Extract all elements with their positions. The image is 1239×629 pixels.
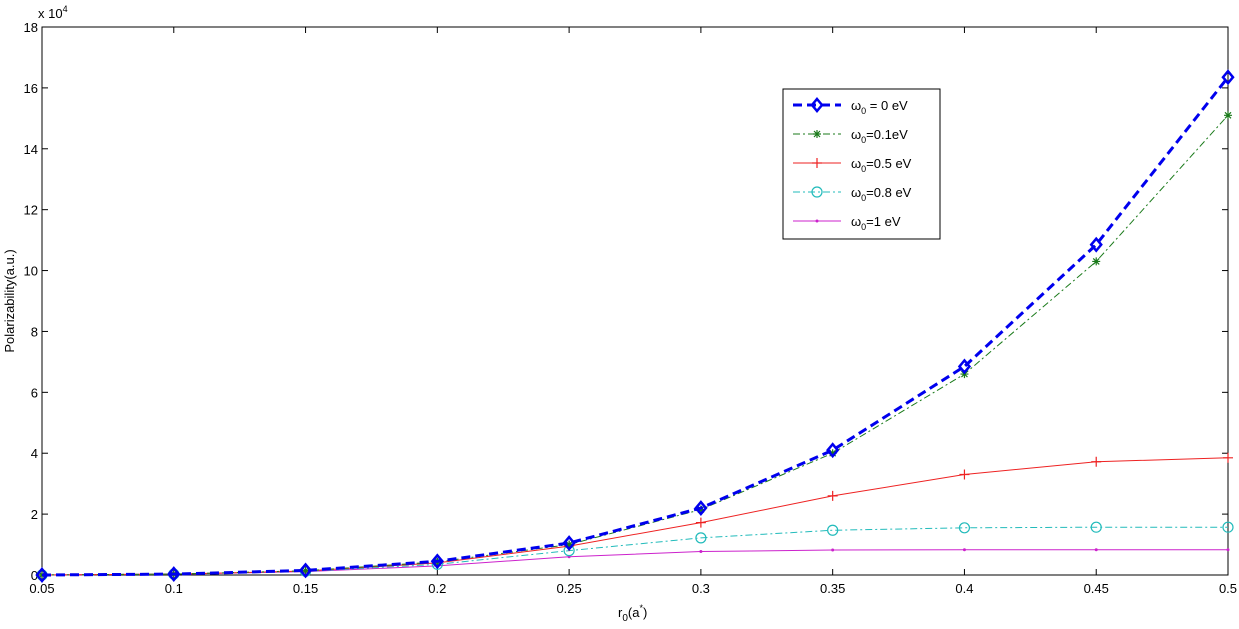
legend-item-2: ω0=0.5 eV: [793, 156, 912, 174]
data-point: [695, 532, 707, 544]
legend: ω0 = 0 eV ω0=0.1eV ω0=0.5 eV ω0=0.8 eV ω0=1 …: [782, 88, 941, 240]
x-tick-label: 0.35: [820, 581, 845, 596]
data-point: [827, 490, 838, 501]
legend-item-1: ω0=0.1eV: [793, 127, 908, 145]
y-tick-label: 4: [31, 446, 38, 461]
legend-marker: [811, 186, 823, 198]
x-tick-label: 0.4: [955, 581, 973, 596]
data-point: [1092, 257, 1101, 266]
y-axis-label: Polarizability(a.u.): [2, 249, 17, 352]
x-tick-label: 0.5: [1219, 581, 1237, 596]
legend-label: ω0 = 0 eV: [851, 98, 908, 116]
legend-label: ω0=0.5 eV: [851, 156, 912, 174]
data-point: [959, 469, 970, 480]
x-tick-label: 0.2: [428, 581, 446, 596]
series-line: [41, 76, 1230, 577]
data-point: [827, 524, 839, 536]
x-tick-label: 0.3: [692, 581, 710, 596]
data-point: [565, 540, 574, 549]
legend-label: ω0=0.8 eV: [851, 185, 912, 203]
series-0: [35, 69, 1235, 583]
series-layer: [35, 69, 1235, 583]
data-point: [958, 522, 971, 534]
data-point: [1094, 548, 1098, 552]
data-point: [957, 358, 972, 375]
x-tick-label: 0.05: [29, 581, 54, 596]
data-point: [1223, 452, 1233, 463]
y-tick-label: 8: [31, 324, 38, 339]
data-point: [298, 562, 313, 579]
data-point: [1226, 548, 1230, 552]
data-point: [562, 535, 576, 551]
data-point: [35, 567, 49, 583]
y-tick-label: 10: [24, 264, 38, 279]
legend-marker: [813, 130, 821, 138]
legend-marker: [815, 219, 819, 223]
data-point: [694, 500, 708, 516]
legend-item-0: ω0 = 0 eV: [793, 97, 908, 116]
y-tick-label: 14: [24, 142, 38, 157]
legend-marker: [812, 158, 822, 168]
data-point: [828, 449, 837, 458]
x-tick-label: 0.25: [556, 581, 581, 596]
y-tick-label: 12: [24, 203, 38, 218]
legend-label: ω0=1 eV: [851, 214, 901, 232]
data-point: [1091, 456, 1102, 467]
legend-item-3: ω0=0.8 eV: [793, 185, 912, 203]
x-tick-label: 0.1: [165, 581, 183, 596]
legend-label: ω0=0.1eV: [851, 127, 908, 145]
y-tick-label: 2: [31, 507, 38, 522]
data-point: [301, 566, 310, 575]
data-point: [1090, 521, 1102, 533]
axis-ticks: 0.05 0.1 0.15 0.2 0.25 0.3 0.35 0.4 0.45 0.5 0 2 4 6 8…: [24, 20, 1238, 596]
legend-item-4: ω0=1 eV: [793, 214, 901, 232]
data-point: [1224, 111, 1232, 120]
plot-area: [41, 26, 1229, 576]
data-point: [695, 517, 706, 528]
legend-box: [782, 88, 941, 240]
x-axis-label: r0(a*): [618, 603, 647, 624]
x-tick-label: 0.45: [1084, 581, 1109, 596]
legend-marker: [810, 97, 824, 113]
data-point: [1089, 236, 1103, 253]
y-tick-label: 0: [31, 568, 38, 583]
y-tick-label: 16: [24, 81, 38, 96]
data-point: [1221, 69, 1235, 86]
x-tick-label: 0.15: [293, 581, 318, 596]
y-tick-label: 6: [31, 385, 38, 400]
y-multiplier: x 104: [38, 4, 68, 21]
data-point: [1222, 521, 1234, 533]
data-point: [167, 566, 181, 583]
data-point: [831, 548, 835, 552]
y-tick-label: 18: [24, 20, 38, 35]
data-point: [699, 550, 703, 554]
data-point: [430, 553, 444, 570]
data-point: [826, 442, 840, 459]
data-point: [962, 548, 966, 552]
